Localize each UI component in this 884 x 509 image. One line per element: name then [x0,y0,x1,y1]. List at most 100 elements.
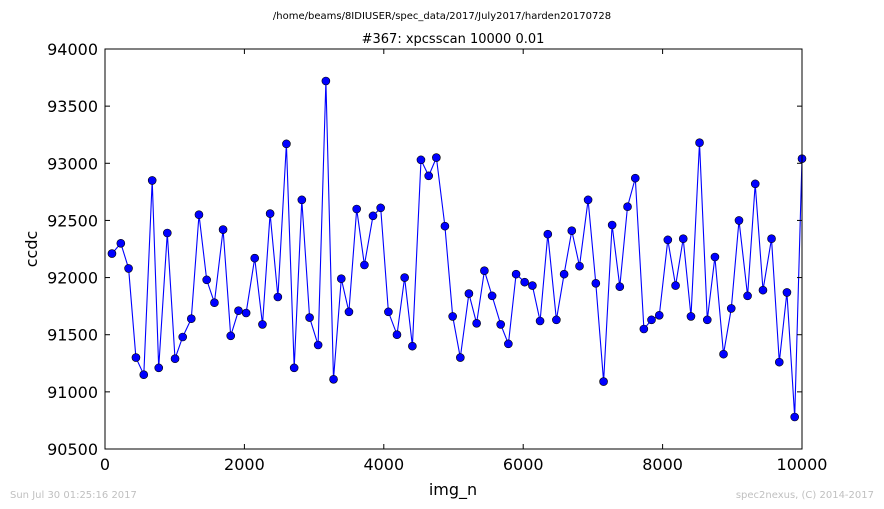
x-tick-label: 2000 [224,455,265,474]
data-point [321,76,331,86]
data-point [686,312,696,321]
data-point [424,171,433,181]
data-point [528,281,537,290]
footer-credit: spec2nexus, (C) 2014-2017 [736,490,874,501]
data-point [202,275,211,285]
data-point [630,173,640,183]
data-point [218,225,228,234]
data-point [719,349,728,359]
data-point [440,221,450,231]
data-point [250,253,260,263]
data-point [520,277,529,287]
data-point [384,307,393,317]
data-point [186,314,196,324]
y-tick-label: 91500 [47,326,98,345]
data-point [336,274,346,284]
y-tick-label: 93500 [47,97,98,116]
data-point [695,138,704,148]
data-point [139,370,149,380]
x-tick-label: 8000 [642,455,683,474]
x-tick-label: 6000 [503,455,544,474]
data-point [552,315,561,325]
data-point [599,377,608,386]
data-point [774,357,784,367]
data-point [313,340,323,350]
x-tick-label: 10000 [777,455,828,474]
data-point [767,234,776,244]
data-point [464,289,474,298]
data-point [194,210,204,220]
y-tick-label: 93000 [47,154,98,173]
data-point [265,209,275,218]
data-point [178,332,188,342]
data-point [305,313,314,322]
data-point [607,220,617,230]
data-point [147,176,157,185]
data-point [504,339,513,349]
data-point [392,330,402,340]
chart-suptitle: /home/beams/8IDIUSER/spec_data/2017/July… [273,11,611,22]
data-point [344,307,354,317]
data-point [591,278,601,288]
data-point [567,226,577,236]
data-point [710,252,720,262]
data-point [448,312,457,321]
data-point [575,261,584,271]
x-axis-label: img_n [429,480,477,500]
data-point [456,353,465,362]
data-point [282,139,291,149]
ticks-layer: 0 2000 4000 6000 8000 10000 90500 91000 91500 920… [47,40,827,474]
data-point [131,353,141,362]
plot-area: 0 2000 4000 6000 8000 10000 90500 91000 91500 920… [47,40,827,474]
data-point [154,363,164,373]
data-point [623,202,632,212]
data-point [678,234,688,244]
data-point [487,291,497,301]
data-point [543,229,553,239]
data-point [559,269,569,279]
data-point [734,216,744,225]
data-point [163,228,172,238]
data-point [758,285,768,295]
data-point [376,203,385,213]
y-tick-label: 94000 [47,40,98,59]
data-point [408,341,417,351]
y-tick-label: 91000 [47,383,98,402]
data-point [210,298,219,308]
data-point [360,260,369,270]
data-point [663,235,673,245]
data-point [615,282,625,292]
series-line [111,80,803,418]
data-point [258,320,267,329]
data-point [790,412,799,422]
data-point [107,249,117,258]
data-point [671,281,680,290]
data-point [535,316,545,326]
data-point [702,315,712,325]
series-layer [107,76,807,422]
data-point [116,238,126,248]
data-point [432,153,441,162]
data-point [329,374,338,384]
data-point [496,320,505,329]
data-point [480,266,489,276]
data-point [743,291,752,301]
data-point [750,179,760,189]
data-point [124,264,133,273]
data-point [226,331,236,341]
y-tick-label: 90500 [47,440,98,459]
data-point [654,310,664,320]
data-point [352,204,361,214]
data-point [511,269,521,279]
data-point [782,288,792,297]
y-axis-label: ccdc [22,231,41,268]
data-point [241,308,251,318]
data-point [400,273,409,282]
footer-timestamp: Sun Jul 30 01:25:16 2017 [10,490,137,501]
data-point [234,306,243,316]
y-tick-label: 92000 [47,269,98,288]
data-point [416,155,426,165]
data-point [170,354,180,364]
data-point [472,318,481,328]
